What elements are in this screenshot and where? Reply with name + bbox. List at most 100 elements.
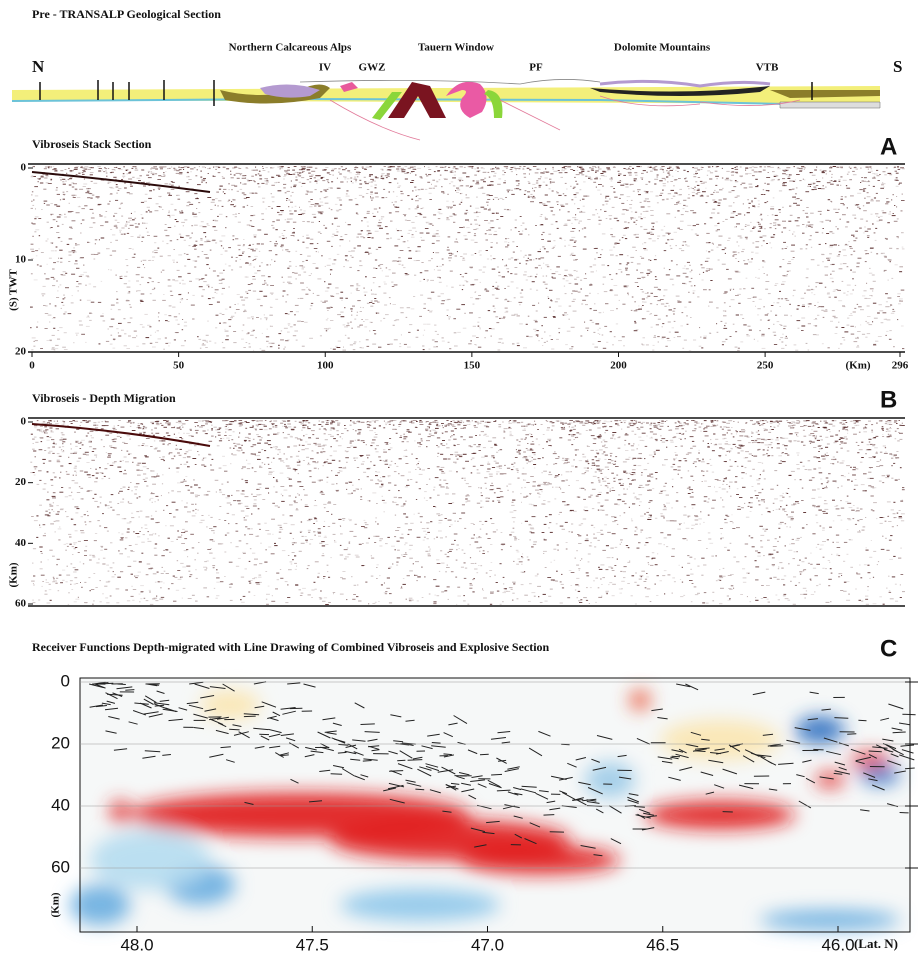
seismic-trace <box>41 176 44 177</box>
seismic-trace <box>477 168 479 169</box>
seismic-trace <box>33 200 35 201</box>
seismic-trace <box>891 278 893 279</box>
seismic-trace <box>787 274 788 275</box>
seismic-trace <box>43 286 46 287</box>
seismic-trace <box>270 241 272 242</box>
seismic-trace <box>459 285 461 286</box>
seismic-trace <box>354 319 356 320</box>
seismic-trace <box>354 169 356 170</box>
seismic-trace <box>412 234 414 235</box>
seismic-trace <box>767 201 768 202</box>
seismic-trace <box>650 210 654 211</box>
seismic-trace <box>351 181 352 182</box>
seismic-trace <box>867 306 870 307</box>
seismic-trace <box>579 570 580 571</box>
seismic-trace <box>620 194 624 195</box>
seismic-trace <box>566 280 569 281</box>
seismic-trace <box>598 330 599 331</box>
seismic-trace <box>519 323 523 324</box>
seismic-trace <box>543 182 545 183</box>
seismic-trace <box>667 534 671 535</box>
seismic-trace <box>602 171 605 172</box>
seismic-trace <box>896 180 899 181</box>
seismic-trace <box>819 584 821 585</box>
seismic-trace <box>152 289 155 290</box>
seismic-trace <box>897 296 900 297</box>
seismic-trace <box>182 280 184 281</box>
seismic-trace <box>533 166 537 167</box>
seismic-trace <box>211 430 213 431</box>
seismic-trace <box>556 339 559 340</box>
seismic-trace <box>619 515 621 516</box>
seismic-trace <box>90 209 94 210</box>
seismic-trace <box>262 284 265 285</box>
seismic-trace <box>386 588 390 589</box>
seismic-trace <box>703 441 704 442</box>
seismic-trace <box>591 284 592 285</box>
seismic-trace <box>186 205 189 206</box>
seismic-trace <box>60 179 62 180</box>
seismic-trace <box>310 178 312 179</box>
seismic-trace <box>745 467 747 468</box>
seismic-trace <box>604 291 608 292</box>
seismic-trace <box>901 232 904 233</box>
seismic-trace <box>573 188 575 189</box>
seismic-trace <box>213 226 216 227</box>
seismic-trace <box>374 422 376 423</box>
seismic-trace <box>657 202 659 203</box>
seismic-trace <box>864 564 867 565</box>
seismic-trace <box>228 183 230 184</box>
seismic-trace <box>211 240 215 241</box>
seismic-trace <box>42 295 44 296</box>
seismic-trace <box>198 495 200 496</box>
seismic-trace <box>833 209 836 210</box>
seismic-trace <box>806 207 809 208</box>
seismic-trace <box>340 533 343 534</box>
seismic-trace <box>491 171 495 172</box>
seismic-trace <box>399 458 402 459</box>
seismic-trace <box>63 199 65 200</box>
seismic-trace <box>341 166 343 167</box>
geo-title: Pre - TRANSALP Geological Section <box>32 7 221 21</box>
seismic-trace <box>400 250 404 251</box>
seismic-trace <box>765 281 769 282</box>
seismic-trace <box>192 246 196 247</box>
seismic-trace <box>167 193 170 194</box>
seismic-trace <box>530 194 532 195</box>
seismic-trace <box>385 464 389 465</box>
seismic-trace <box>775 215 778 216</box>
seismic-trace <box>474 235 476 236</box>
seismic-trace <box>300 209 302 210</box>
seismic-trace <box>169 305 172 306</box>
seismic-trace <box>271 177 273 178</box>
seismic-trace <box>440 175 442 176</box>
seismic-trace <box>291 187 292 188</box>
seismic-trace <box>341 433 344 434</box>
seismic-trace <box>832 174 833 175</box>
seismic-trace <box>831 177 832 178</box>
seismic-trace <box>635 301 636 302</box>
seismic-trace <box>331 514 332 515</box>
seismic-trace <box>764 166 766 167</box>
seismic-trace <box>543 500 546 501</box>
seismic-trace <box>54 204 57 205</box>
seismic-trace <box>46 278 50 279</box>
seismic-trace <box>314 206 317 207</box>
seismic-trace <box>93 573 95 574</box>
seismic-trace <box>647 296 650 297</box>
seismic-trace <box>46 241 48 242</box>
seismic-trace <box>105 171 106 172</box>
seismic-trace <box>625 270 627 271</box>
seismic-trace <box>234 175 236 176</box>
seismic-trace <box>349 241 350 242</box>
seismic-trace <box>551 339 553 340</box>
seismic-trace <box>761 219 762 220</box>
seismic-trace <box>816 181 820 182</box>
seismic-trace <box>826 173 827 174</box>
seismic-trace <box>469 187 472 188</box>
seismic-trace <box>641 166 642 167</box>
seismic-trace <box>557 204 558 205</box>
seismic-trace <box>456 188 459 189</box>
seismic-trace <box>572 301 575 302</box>
seismic-trace <box>479 435 480 436</box>
